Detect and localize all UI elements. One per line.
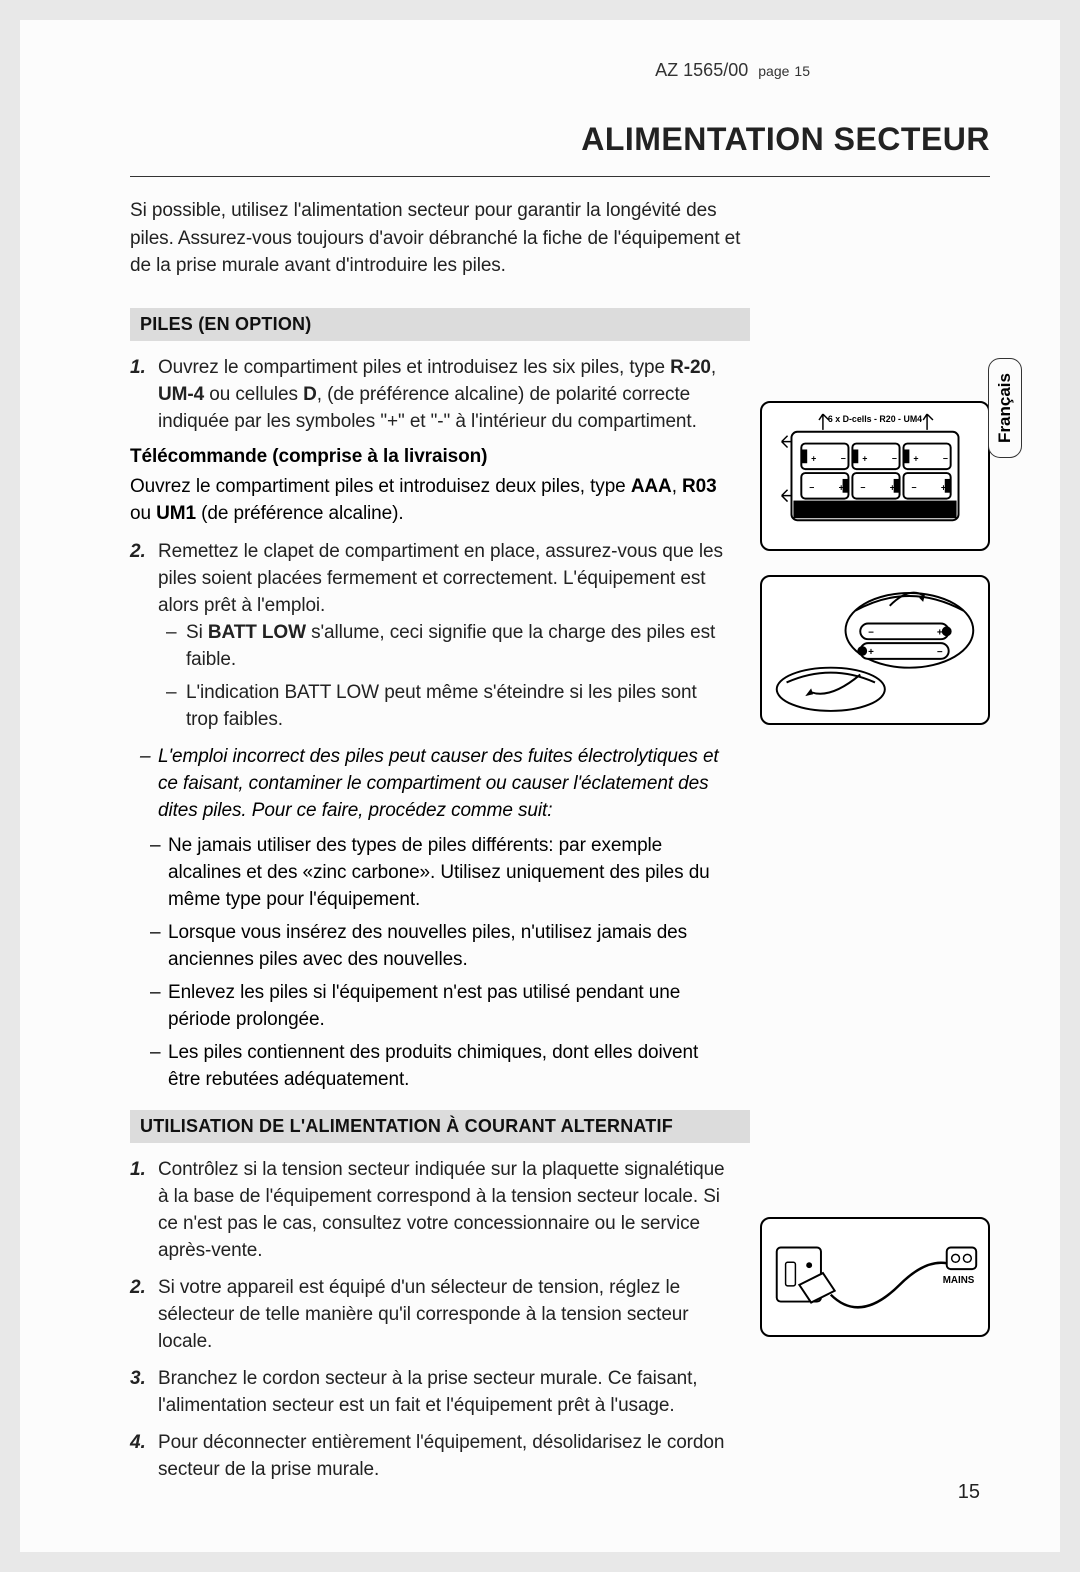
page-label: page: [758, 63, 789, 79]
bold: R-20: [670, 357, 711, 378]
italic-warning: L'emploi incorrect des piles peut causer…: [140, 744, 734, 825]
text: (de préférence alcaline).: [196, 503, 404, 524]
svg-text:+: +: [839, 482, 844, 492]
figure-remote-batteries: − + + −: [760, 575, 990, 725]
running-header: AZ 1565/00 page 15: [130, 60, 990, 81]
steps-list-1: 1. Ouvrez le compartiment piles et intro…: [130, 355, 734, 436]
svg-text:−: −: [911, 482, 916, 492]
text-column-2: 1.Contrôlez si la tension secteur indiqu…: [130, 1157, 734, 1494]
subheading-remote: Télécommande (comprise à la livraison): [130, 446, 734, 468]
svg-text:−: −: [841, 453, 846, 463]
bold: AAA: [631, 476, 672, 497]
warning-bullets: Ne jamais utiliser des types de piles di…: [130, 833, 734, 1094]
bullet: Lorsque vous insérez des nouvelles piles…: [168, 920, 734, 974]
text: Si votre appareil est équipé d'un sélect…: [158, 1277, 689, 1352]
svg-text:+: +: [868, 647, 874, 658]
section-heading-piles: PILES (EN OPTION): [130, 308, 750, 341]
text: Ouvrez le compartiment piles et introdui…: [130, 476, 631, 497]
content-row-2: 1.Contrôlez si la tension secteur indiqu…: [130, 1157, 990, 1494]
text: ,: [672, 476, 682, 497]
bullet: Si BATT LOW s'allume, ceci signifie que …: [186, 620, 734, 674]
steps-list-2: 1.Contrôlez si la tension secteur indiqu…: [130, 1157, 734, 1484]
bullet: L'indication BATT LOW peut même s'éteind…: [186, 680, 734, 734]
bullet: Ne jamais utiliser des types de piles di…: [168, 833, 734, 914]
page-title: ALIMENTATION SECTEUR: [130, 121, 990, 158]
figure-column-1: 6 x D-cells - R20 - UM4 + −: [760, 355, 990, 1100]
svg-text:+: +: [890, 482, 895, 492]
bold: UM-4: [158, 384, 204, 405]
intro-paragraph: Si possible, utilisez l'alimentation sec…: [130, 197, 750, 280]
section-heading-ac: UTILISATION DE L'ALIMENTATION À COURANT …: [130, 1110, 750, 1143]
svg-text:−: −: [860, 482, 865, 492]
step2-bullets: Si BATT LOW s'allume, ceci signifie que …: [158, 620, 734, 734]
figure-column-2: MAINS: [760, 1157, 990, 1494]
step: 1.Contrôlez si la tension secteur indiqu…: [130, 1157, 734, 1265]
fig1-caption-svg: 6 x D-cells - R20 - UM4: [828, 414, 922, 424]
svg-text:+: +: [941, 482, 946, 492]
bold: D: [303, 384, 317, 405]
text: ou: [130, 503, 156, 524]
figure-battery-compartment: 6 x D-cells - R20 - UM4 + −: [760, 401, 990, 551]
text: Remettez le clapet de compartiment en pl…: [158, 541, 723, 616]
text: Si: [186, 622, 208, 643]
bold: BATT LOW: [208, 622, 306, 643]
bullet: Les piles contiennent des produits chimi…: [168, 1040, 734, 1094]
title-rule: [130, 176, 990, 177]
fig3-label-svg: MAINS: [943, 1275, 975, 1286]
page-body: AZ 1565/00 page 15 ALIMENTATION SECTEUR …: [20, 20, 1060, 1552]
doc-ref: AZ 1565/00: [655, 60, 748, 80]
text: Ouvrez le compartiment piles et introdui…: [158, 357, 670, 378]
step-1: 1. Ouvrez le compartiment piles et intro…: [130, 355, 734, 436]
svg-text:+: +: [811, 453, 816, 463]
bold: R03: [682, 476, 717, 497]
text: Pour déconnecter entièrement l'équipemen…: [158, 1432, 724, 1480]
svg-text:−: −: [868, 627, 874, 638]
text: ,: [711, 357, 716, 378]
svg-text:+: +: [913, 453, 918, 463]
figure-mains-connection: MAINS: [760, 1217, 990, 1337]
text-column: 1. Ouvrez le compartiment piles et intro…: [130, 355, 734, 1100]
text: ou cellules: [204, 384, 303, 405]
step: 4.Pour déconnecter entièrement l'équipem…: [130, 1430, 734, 1484]
page-no-small: 15: [794, 63, 810, 79]
text: Branchez le cordon secteur à la prise se…: [158, 1368, 698, 1416]
svg-text:+: +: [862, 453, 867, 463]
page-number: 15: [958, 1481, 980, 1504]
step: 3.Branchez le cordon secteur à la prise …: [130, 1366, 734, 1420]
language-tab: Français: [988, 358, 1022, 458]
svg-text:−: −: [892, 453, 897, 463]
step-2: 2. Remettez le clapet de compartiment en…: [130, 539, 734, 734]
svg-text:+: +: [937, 627, 943, 638]
bullet: Enlevez les piles si l'équipement n'est …: [168, 980, 734, 1034]
svg-text:−: −: [943, 453, 948, 463]
text: Contrôlez si la tension secteur indiquée…: [158, 1159, 725, 1261]
remote-paragraph: Ouvrez le compartiment piles et introdui…: [130, 474, 734, 528]
bold: UM1: [156, 503, 196, 524]
svg-text:−: −: [937, 647, 943, 658]
content-row-1: 1. Ouvrez le compartiment piles et intro…: [130, 355, 990, 1100]
step: 2.Si votre appareil est équipé d'un séle…: [130, 1275, 734, 1356]
svg-text:−: −: [809, 482, 814, 492]
steps-list-1b: 2. Remettez le clapet de compartiment en…: [130, 539, 734, 734]
